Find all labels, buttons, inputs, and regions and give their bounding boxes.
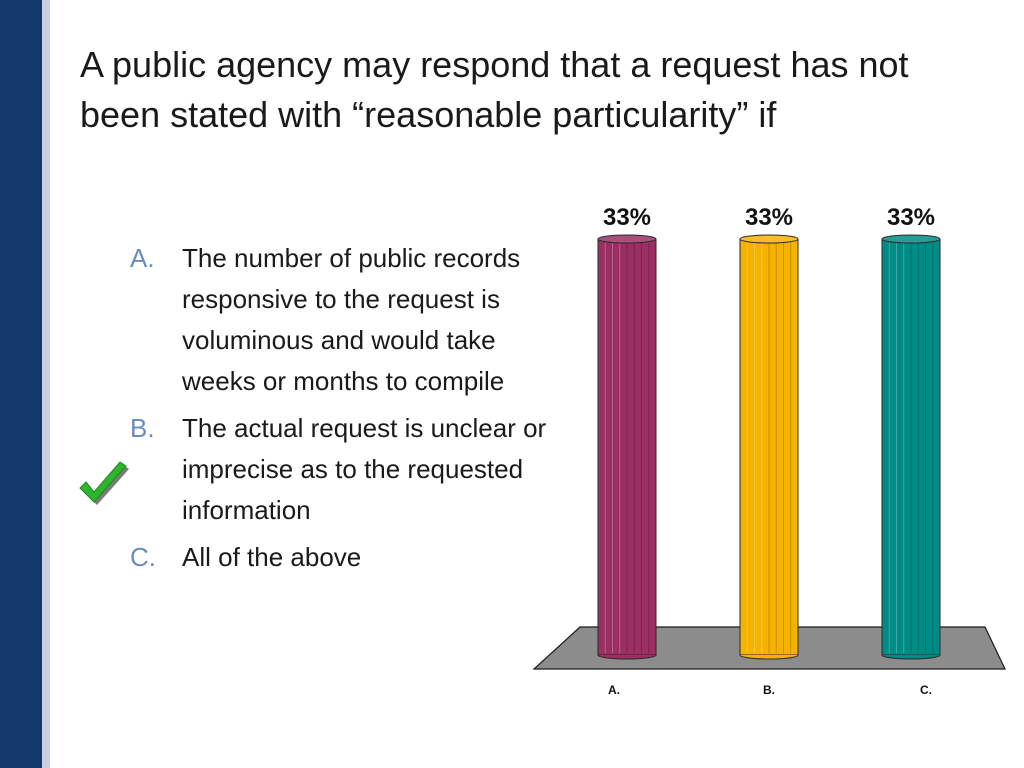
answer-text: The actual request is unclear or impreci… (182, 413, 547, 525)
category-label-1: A. (608, 683, 620, 697)
answer-option-b: B. The actual request is unclear or impr… (130, 408, 570, 531)
answer-letter: B. (130, 413, 155, 443)
bar-bottom-cap (881, 654, 941, 660)
results-bar-chart: 33% 33% 33% A. B. C. (532, 204, 1006, 697)
answer-text: The number of public records responsive … (182, 243, 521, 396)
bar-bottom-cap (739, 654, 799, 660)
answer-list: A. The number of public records responsi… (130, 238, 570, 584)
bar-bottom-cap (597, 654, 657, 660)
category-label-2: B. (763, 683, 775, 697)
answer-letter: A. (130, 243, 155, 273)
answer-option-c: C. All of the above (130, 537, 570, 578)
bar-top-cap (881, 234, 941, 244)
data-label-3: 33% (887, 204, 935, 231)
answer-option-a: A. The number of public records responsi… (130, 238, 570, 402)
sidebar-accent-dark (0, 0, 42, 768)
data-label-2: 33% (745, 204, 793, 231)
category-label-3: C. (920, 683, 932, 697)
answer-letter: C. (130, 542, 156, 572)
bar-1 (597, 234, 657, 660)
slide-title: A public agency may respond that a reque… (80, 44, 909, 135)
data-label-1: 33% (603, 204, 651, 231)
green-checkmark-icon (79, 461, 129, 505)
bar-top-cap (739, 234, 799, 244)
answer-text: All of the above (182, 542, 362, 572)
bar-2 (739, 234, 799, 660)
bar-top-cap (597, 234, 657, 244)
sidebar-accent-light (42, 0, 50, 768)
bar-3 (881, 234, 941, 660)
